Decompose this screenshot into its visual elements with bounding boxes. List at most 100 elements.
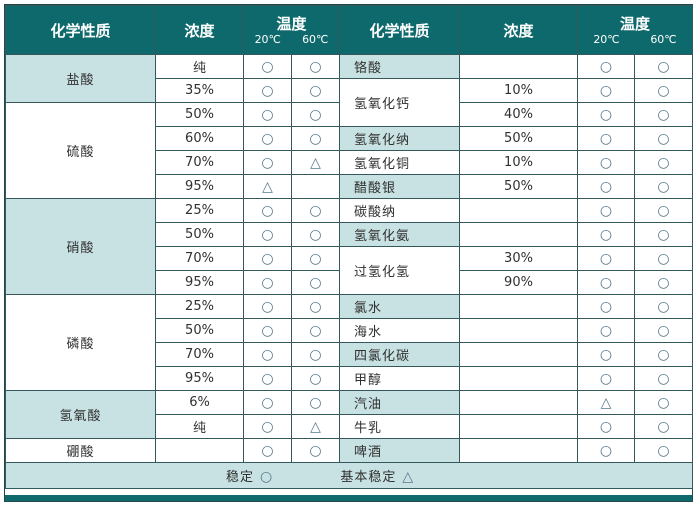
table-row: 60% ○ ○ 氢氧化纳 50% ○ ○ (6, 126, 693, 151)
symbol-cell-60c: ○ (634, 102, 693, 127)
symbol-cell-20c: ○ (243, 198, 292, 223)
symbol-cell-60c: ○ (291, 198, 340, 223)
table-row: 盐酸纯 ○ ○ 铬酸 ○ ○ (5, 54, 693, 103)
concentration-cell: 10% (459, 150, 578, 175)
temperature-label: 温度 (276, 14, 307, 33)
table-row: 硼酸 ○ ○ 啤酒 ○ ○ (5, 438, 693, 463)
symbol-cell-60c: ○ (291, 102, 340, 127)
symbol-cell-60c: ○ (291, 78, 340, 103)
symbol-cell-60c: ○ (291, 342, 340, 367)
symbol-cell-60c: △ (291, 414, 340, 439)
symbol-cell-20c: △ (243, 174, 292, 199)
chemical-name-cell: 盐酸 (5, 54, 156, 103)
table-row: 50% ○ ○ 氢氧化氨 ○ ○ (6, 222, 693, 247)
symbol-cell-20c: ○ (577, 294, 635, 319)
chemical-name-cell: 铬酸 (339, 54, 460, 79)
symbol-cell-20c: ○ (577, 318, 635, 343)
table-row: 50% ○ ○ 海水 ○ ○ (6, 318, 693, 343)
symbol-cell-60c: ○ (291, 270, 340, 295)
concentration-cell: 95% (155, 270, 244, 295)
symbol-cell-20c: ○ (243, 78, 292, 103)
temp-60-label: 60℃ (302, 32, 329, 46)
legend-row: 稳定 ○ 基本稳定 △ (5, 462, 693, 489)
symbol-cell-60c: ○ (634, 198, 693, 223)
symbol-cell-20c: ○ (577, 150, 635, 175)
symbol-cell-20c: ○ (577, 438, 635, 463)
chemical-resistance-table-frame: 化学性质 浓度 温度 20℃ 60℃ 化学性质 浓度 (4, 4, 693, 502)
chemical-name-cell: 碳酸纳 (339, 198, 460, 223)
table-body: 盐酸纯 ○ ○ 铬酸 ○ ○ 35% ○ ○ 氢氧化钙 10% ○ ○ 硫酸 50% ○ ○ 40% ○ ○ 60% ○ ○… (5, 54, 693, 463)
chemical-name-cell: 氯水 (339, 294, 460, 319)
legend-basically-stable-label: 基本稳定 (340, 470, 397, 485)
bottom-accent-bar (5, 495, 692, 501)
chemical-name-cell: 氢氧化钙 (339, 78, 460, 127)
header-concentration-left: 浓度 (155, 5, 244, 55)
chemical-name-cell: 过氢化氢 (339, 246, 460, 295)
header-chemical-left: 化学性质 (5, 5, 156, 55)
concentration-cell: 6% (155, 390, 244, 415)
symbol-cell-20c: ○ (577, 102, 635, 127)
concentration-cell: 50% (459, 174, 578, 199)
symbol-cell-20c: ○ (243, 342, 292, 367)
symbol-cell-60c: ○ (634, 390, 693, 415)
header-temperature-left: 温度 20℃ 60℃ (243, 5, 340, 55)
table-row: 磷酸 25% ○ ○ 氯水 ○ ○ (5, 294, 693, 391)
chemical-resistance-table: 化学性质 浓度 温度 20℃ 60℃ 化学性质 浓度 (5, 5, 693, 489)
symbol-cell-20c: ○ (577, 270, 635, 295)
concentration-cell: 25% (155, 294, 244, 319)
chemical-name-cell: 氢氧化铜 (339, 150, 460, 175)
symbol-cell-20c: ○ (243, 318, 292, 343)
symbol-cell-20c: ○ (243, 102, 292, 127)
symbol-cell-60c: ○ (634, 270, 693, 295)
chemical-name-cell: 氢氧化氨 (339, 222, 460, 247)
legend-stable-label: 稳定 (226, 470, 255, 485)
temp-60-label: 60℃ (650, 32, 677, 46)
symbol-cell-20c: ○ (243, 366, 292, 391)
symbol-cell-20c: ○ (577, 414, 635, 439)
concentration-cell: 50% (155, 102, 244, 127)
symbol-cell-20c: ○ (577, 222, 635, 247)
symbol-cell-60c: ○ (634, 126, 693, 151)
temperature-sublabels: 20℃ 60℃ (578, 33, 692, 46)
temp-20-label: 20℃ (254, 32, 281, 46)
concentration-cell: 纯 (155, 414, 244, 439)
symbol-cell-20c: △ (577, 390, 635, 415)
temperature-sublabels: 20℃ 60℃ (244, 33, 339, 46)
symbol-cell-60c: ○ (634, 318, 693, 343)
concentration-cell: 10% (459, 78, 578, 103)
concentration-cell: 60% (155, 126, 244, 151)
chemical-name-cell: 牛乳 (339, 414, 460, 439)
concentration-cell: 30% (459, 246, 578, 271)
symbol-cell-60c: ○ (634, 414, 693, 439)
table-footer: 稳定 ○ 基本稳定 △ (5, 462, 693, 489)
concentration-cell (459, 366, 578, 391)
chemical-name-cell: 四氯化碳 (339, 342, 460, 367)
symbol-cell-60c: ○ (291, 318, 340, 343)
concentration-cell (459, 390, 578, 415)
symbol-cell-20c: ○ (243, 126, 292, 151)
symbol-cell-20c: ○ (577, 246, 635, 271)
symbol-cell-20c: ○ (243, 246, 292, 271)
symbol-cell-20c: ○ (243, 150, 292, 175)
table-row: 纯 ○ △ 牛乳 ○ ○ (6, 414, 693, 439)
stable-circle-icon: ○ (260, 469, 274, 485)
chemical-name-cell: 啤酒 (339, 438, 460, 463)
symbol-cell-20c: ○ (243, 414, 292, 439)
concentration-cell: 50% (155, 318, 244, 343)
concentration-cell: 70% (155, 246, 244, 271)
symbol-cell-60c: ○ (291, 366, 340, 391)
symbol-cell-60c: ○ (634, 438, 693, 463)
symbol-cell-60c: ○ (634, 222, 693, 247)
header-temperature-right: 温度 20℃ 60℃ (577, 5, 693, 55)
symbol-cell-60c: ○ (291, 54, 340, 79)
symbol-cell-60c: ○ (291, 438, 340, 463)
symbol-cell-20c: ○ (577, 54, 635, 79)
concentration-cell: 90% (459, 270, 578, 295)
header-row: 化学性质 浓度 温度 20℃ 60℃ 化学性质 浓度 (5, 5, 693, 55)
legend-basically-stable: 基本稳定 △ (340, 470, 414, 485)
chemical-name-cell: 氢氧化纳 (339, 126, 460, 151)
basically-stable-triangle-icon: △ (402, 469, 415, 485)
table-row: 70% ○ ○ 过氢化氢 30% ○ ○ (6, 246, 693, 295)
chemical-name-cell: 硝酸 (5, 198, 156, 295)
table-row: 70% ○ △ 氢氧化铜 10% ○ ○ (6, 150, 693, 175)
